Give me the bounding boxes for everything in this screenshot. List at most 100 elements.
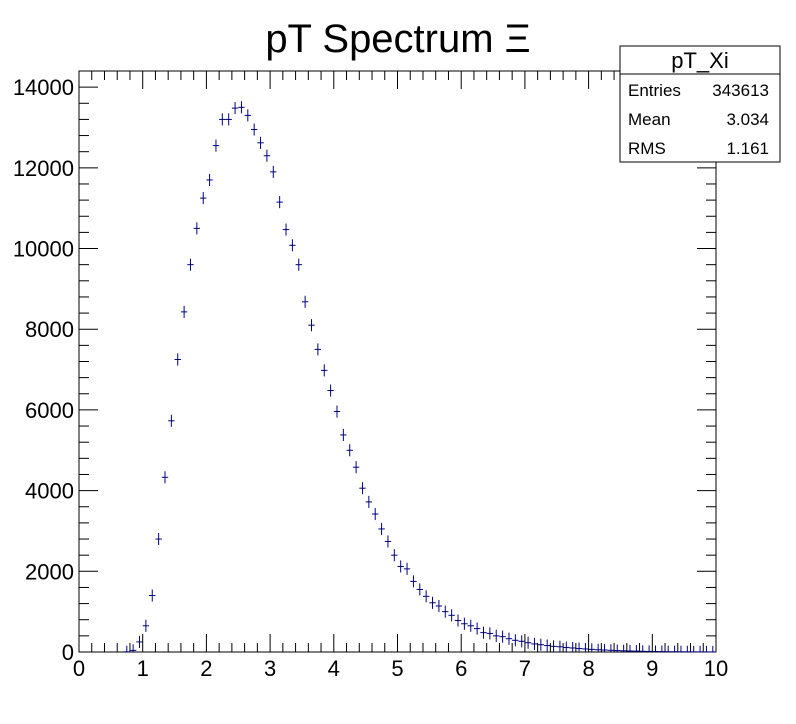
data-point [524,636,532,649]
data-point [282,223,290,236]
data-point [690,645,697,653]
data-point [493,629,500,642]
data-point [219,113,226,126]
data-point [588,643,595,652]
data-point [684,645,691,653]
data-point [607,644,615,652]
x-axis-tick-labels: 0 1 2 3 4 5 6 7 8 9 10 [73,656,728,681]
y-tick-label: 12000 [13,156,74,181]
data-point [333,405,341,418]
y-tick-label: 8000 [25,317,74,342]
stats-entries-label: Entries [628,81,681,100]
data-point [448,609,455,622]
y-tick-label: 2000 [25,559,74,584]
data-point [442,605,449,618]
data-point [200,192,207,205]
data-point [372,507,379,521]
data-point [626,644,634,652]
x-tick-label: 9 [646,656,658,681]
data-point [174,353,181,366]
stats-mean-value: 3.034 [726,110,769,129]
data-point [212,139,220,152]
data-point [645,645,653,652]
data-point [142,619,150,632]
data-point [473,622,481,635]
data-point [416,583,423,596]
data-point [257,136,264,149]
data-point [544,639,551,652]
data-point [429,596,436,609]
data-point [665,645,672,653]
data-point [696,645,704,653]
data-point [206,173,213,186]
x-tick-label: 7 [519,656,531,681]
data-point [658,645,666,653]
stats-box-title: pT_Xi [671,48,728,73]
data-point [397,560,404,573]
x-tick-label: 5 [391,656,403,681]
data-point [359,482,366,495]
data-point [569,641,576,652]
data-point [563,641,570,652]
y-axis-tick-labels: 0 2000 4000 6000 8000 10000 12000 14000 [13,75,74,665]
data-point [461,617,468,630]
data-point [327,384,334,397]
data-point [352,461,360,474]
y-tick-label: 14000 [13,75,74,100]
x-tick-label: 10 [704,656,728,681]
chart-title: pT Spectrum Ξ [265,17,530,61]
data-point [308,319,315,332]
data-point [295,258,302,271]
histogram-markers [123,101,716,653]
data-point [301,295,309,308]
data-point [633,645,640,652]
data-point [340,428,347,441]
data-point [531,637,538,650]
data-point [512,634,519,647]
data-point [467,619,474,632]
data-point [422,590,430,603]
data-point [639,645,646,652]
data-point [231,102,239,115]
data-point [180,305,188,318]
data-point [505,632,513,645]
x-tick-label: 6 [455,656,467,681]
data-point [391,549,398,562]
data-point [486,627,494,640]
data-point [238,101,245,114]
data-point [321,364,328,377]
data-point [594,643,602,652]
data-point [225,113,232,126]
data-point [365,495,373,508]
x-tick-label: 1 [137,656,149,681]
data-point [378,522,385,535]
data-point [403,562,411,575]
data-point [168,414,175,427]
data-point [550,640,557,652]
data-point [601,643,608,652]
data-point [123,645,130,653]
data-point [454,614,462,627]
data-point [161,471,169,484]
data-point [346,444,353,457]
stats-mean-label: Mean [628,110,671,129]
stats-box: pT_Xi Entries 343613 Mean 3.034 RMS 1.16… [619,45,781,163]
y-tick-label: 10000 [13,237,74,262]
data-point [709,645,716,653]
x-tick-label: 4 [328,656,340,681]
data-point [136,635,143,648]
y-tick-label: 6000 [25,398,74,423]
data-point [244,109,251,122]
x-tick-label: 0 [73,656,85,681]
x-tick-label: 2 [200,656,212,681]
x-tick-label: 3 [264,656,276,681]
data-point [149,589,156,602]
stats-rms-value: 1.161 [726,139,769,158]
data-point [129,644,137,652]
data-point [187,258,194,271]
data-point [537,638,545,651]
data-point [518,635,525,648]
data-point [480,626,487,639]
stats-rms-label: RMS [628,139,666,158]
